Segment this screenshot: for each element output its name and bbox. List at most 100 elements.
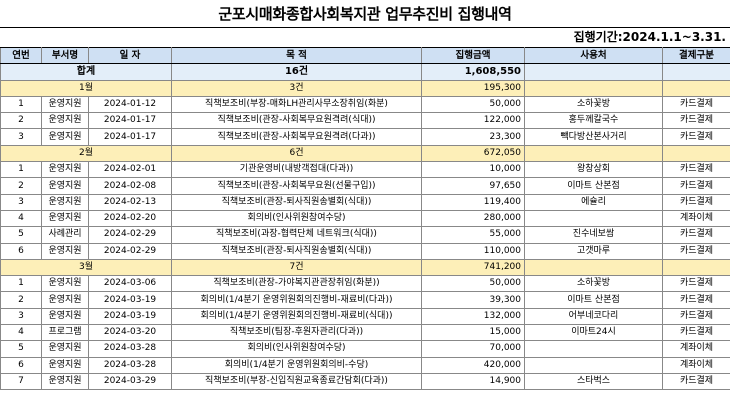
cell-date: 2024-01-12 xyxy=(88,95,172,114)
month-label: 1월 xyxy=(0,79,172,97)
cell-dept: 운영지원 xyxy=(41,356,89,374)
cell-purpose: 직책보조비(관장-퇴사직원송별회(식대)) xyxy=(171,193,422,211)
cell-dept: 운영지원 xyxy=(41,95,89,114)
cell-place: 고갯마루 xyxy=(524,242,663,260)
empty-cell xyxy=(524,79,663,97)
cell-purpose: 직책보조비(부장-매화LH관리사무소장취임(화분) xyxy=(171,95,422,114)
cell-date: 2024-02-08 xyxy=(88,177,172,195)
cell-dept: 운영지원 xyxy=(41,275,89,293)
cell-payment: 계좌이체 xyxy=(662,209,730,228)
cell-purpose: 회의비(1/4분기 운영위원회의진행비-재료비(다과)) xyxy=(171,291,422,309)
cell-place: 이마트24시 xyxy=(524,324,663,342)
cell-place xyxy=(524,340,663,358)
cell-no: 4 xyxy=(0,209,42,228)
table-row: 5 운영지원 2024-03-28 회의비(인사위원참여수당) 70,000 계… xyxy=(0,340,730,358)
cell-purpose: 직책보조비(관장-사회복무요원격려(다과)) xyxy=(171,128,422,146)
cell-payment: 카드결제 xyxy=(662,95,730,114)
month-label: 3월 xyxy=(0,258,172,277)
table-row: 4 프로그램 2024-03-20 직책보조비(팀장-후원자관리(다과)) 15… xyxy=(0,324,730,342)
cell-place: 왕창상회 xyxy=(524,161,663,179)
cell-purpose: 직책보조비(관장-퇴사직원송별회(식대)) xyxy=(171,242,422,260)
total-row: 합계 16건 1,608,550 xyxy=(0,63,730,81)
cell-payment: 카드결제 xyxy=(662,372,730,391)
month-count: 7건 xyxy=(171,258,422,277)
cell-date: 2024-03-19 xyxy=(88,307,172,326)
table-row: 4 운영지원 2024-02-20 회의비(인사위원참여수당) 280,000 … xyxy=(0,209,730,228)
table-row: 5 사례관리 2024-02-29 직책보조비(과장-협력단체 네트워크(식대)… xyxy=(0,226,730,244)
table-row: 2 운영지원 2024-03-19 회의비(1/4분기 운영위원회의진행비-재료… xyxy=(0,291,730,309)
cell-amount: 39,300 xyxy=(421,291,525,309)
cell-no: 2 xyxy=(0,291,42,309)
cell-no: 1 xyxy=(0,161,42,179)
cell-place xyxy=(524,356,663,374)
empty-cell xyxy=(662,79,730,97)
cell-no: 5 xyxy=(0,226,42,244)
execution-period: 집행기간:2024.1.1~3.31. xyxy=(573,30,726,44)
header-no: 연번 xyxy=(0,46,42,65)
cell-amount: 50,000 xyxy=(421,275,525,293)
cell-no: 5 xyxy=(0,340,42,358)
cell-dept: 운영지원 xyxy=(41,372,89,391)
table-row: 1 운영지원 2024-02-01 기관운영비(내방객접대(다과)) 10,00… xyxy=(0,161,730,179)
cell-place: 이마트 산본점 xyxy=(524,291,663,309)
cell-no: 4 xyxy=(0,324,42,342)
cell-place: 에슐리 xyxy=(524,193,663,211)
total-label: 합계 xyxy=(0,63,172,81)
month-row: 1월 3건 195,300 xyxy=(0,79,730,97)
table-row: 2 운영지원 2024-02-08 직책보조비(관장-사회복무요원(선물구입))… xyxy=(0,177,730,195)
cell-amount: 119,400 xyxy=(421,193,525,211)
empty-cell xyxy=(524,258,663,277)
cell-purpose: 직책보조비(과장-협력단체 네트워크(식대)) xyxy=(171,226,422,244)
total-amount: 1,608,550 xyxy=(421,63,525,81)
cell-date: 2024-03-28 xyxy=(88,340,172,358)
cell-date: 2024-02-01 xyxy=(88,161,172,179)
header-date: 일 자 xyxy=(88,46,172,65)
table-row: 3 운영지원 2024-02-13 직책보조비(관장-퇴사직원송별회(식대)) … xyxy=(0,193,730,211)
cell-no: 1 xyxy=(0,95,42,114)
expense-table: 연번 부서명 일 자 목 적 집행금액 사용처 결제구분 합계 16건 1,60… xyxy=(0,46,730,391)
month-amount: 195,300 xyxy=(421,79,525,97)
cell-date: 2024-01-17 xyxy=(88,112,172,130)
table-row: 7 운영지원 2024-03-29 직책보조비(부장-신입직원교육종료간담회(다… xyxy=(0,372,730,391)
month-count: 3건 xyxy=(171,79,422,97)
cell-payment: 카드결제 xyxy=(662,242,730,260)
month-row: 2월 6건 672,050 xyxy=(0,144,730,163)
cell-dept: 운영지원 xyxy=(41,112,89,130)
header-purpose: 목 적 xyxy=(171,46,422,65)
cell-amount: 23,300 xyxy=(421,128,525,146)
header-payment: 결제구분 xyxy=(662,46,730,65)
cell-amount: 110,000 xyxy=(421,242,525,260)
empty-cell xyxy=(662,258,730,277)
page-title: 군포시매화종합사회복지관 업무추진비 집행내역 xyxy=(0,0,730,28)
table-row: 1 운영지원 2024-01-12 직책보조비(부장-매화LH관리사무소장취임(… xyxy=(0,95,730,114)
table-row: 6 운영지원 2024-02-29 직책보조비(관장-퇴사직원송별회(식대)) … xyxy=(0,242,730,260)
cell-amount: 132,000 xyxy=(421,307,525,326)
table-row: 3 운영지원 2024-03-19 회의비(1/4분기 운영위원회의진행비-재료… xyxy=(0,307,730,326)
cell-payment: 계좌이체 xyxy=(662,340,730,358)
cell-payment: 카드결제 xyxy=(662,161,730,179)
cell-no: 1 xyxy=(0,275,42,293)
cell-payment: 계좌이체 xyxy=(662,356,730,374)
month-count: 6건 xyxy=(171,144,422,163)
month-label: 2월 xyxy=(0,144,172,163)
cell-dept: 프로그램 xyxy=(41,324,89,342)
cell-dept: 운영지원 xyxy=(41,128,89,146)
cell-date: 2024-03-29 xyxy=(88,372,172,391)
cell-dept: 운영지원 xyxy=(41,291,89,309)
cell-purpose: 회의비(인사위원참여수당) xyxy=(171,340,422,358)
header-place: 사용처 xyxy=(524,46,663,65)
cell-amount: 14,900 xyxy=(421,372,525,391)
cell-no: 3 xyxy=(0,128,42,146)
month-row: 3월 7건 741,200 xyxy=(0,258,730,277)
header-row: 연번 부서명 일 자 목 적 집행금액 사용처 결제구분 xyxy=(0,46,730,65)
cell-payment: 카드결제 xyxy=(662,291,730,309)
cell-purpose: 회의비(1/4분기 운영위원회의비-수당) xyxy=(171,356,422,374)
cell-payment: 카드결제 xyxy=(662,128,730,146)
cell-place: 어부네코다리 xyxy=(524,307,663,326)
cell-amount: 70,000 xyxy=(421,340,525,358)
header-amount: 집행금액 xyxy=(421,46,525,65)
table-row: 1 운영지원 2024-03-06 직책보조비(관장-가야복지관관장취임(화분)… xyxy=(0,275,730,293)
cell-no: 6 xyxy=(0,356,42,374)
cell-dept: 운영지원 xyxy=(41,177,89,195)
